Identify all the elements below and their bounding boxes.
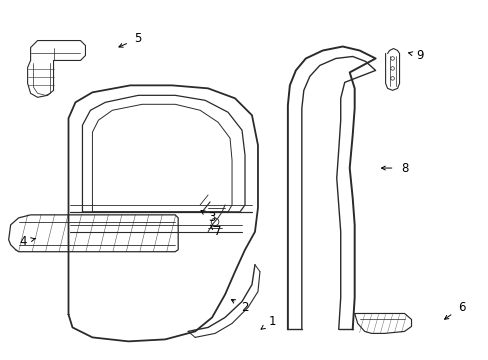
Text: 2: 2 [241, 301, 248, 314]
Text: 5: 5 [134, 32, 142, 45]
Text: 4: 4 [19, 235, 26, 248]
Text: 1: 1 [267, 315, 275, 328]
Text: 8: 8 [400, 162, 407, 175]
Text: 3: 3 [208, 211, 215, 224]
Text: 7: 7 [214, 225, 222, 238]
Text: 6: 6 [457, 301, 464, 314]
Text: 9: 9 [415, 49, 423, 62]
